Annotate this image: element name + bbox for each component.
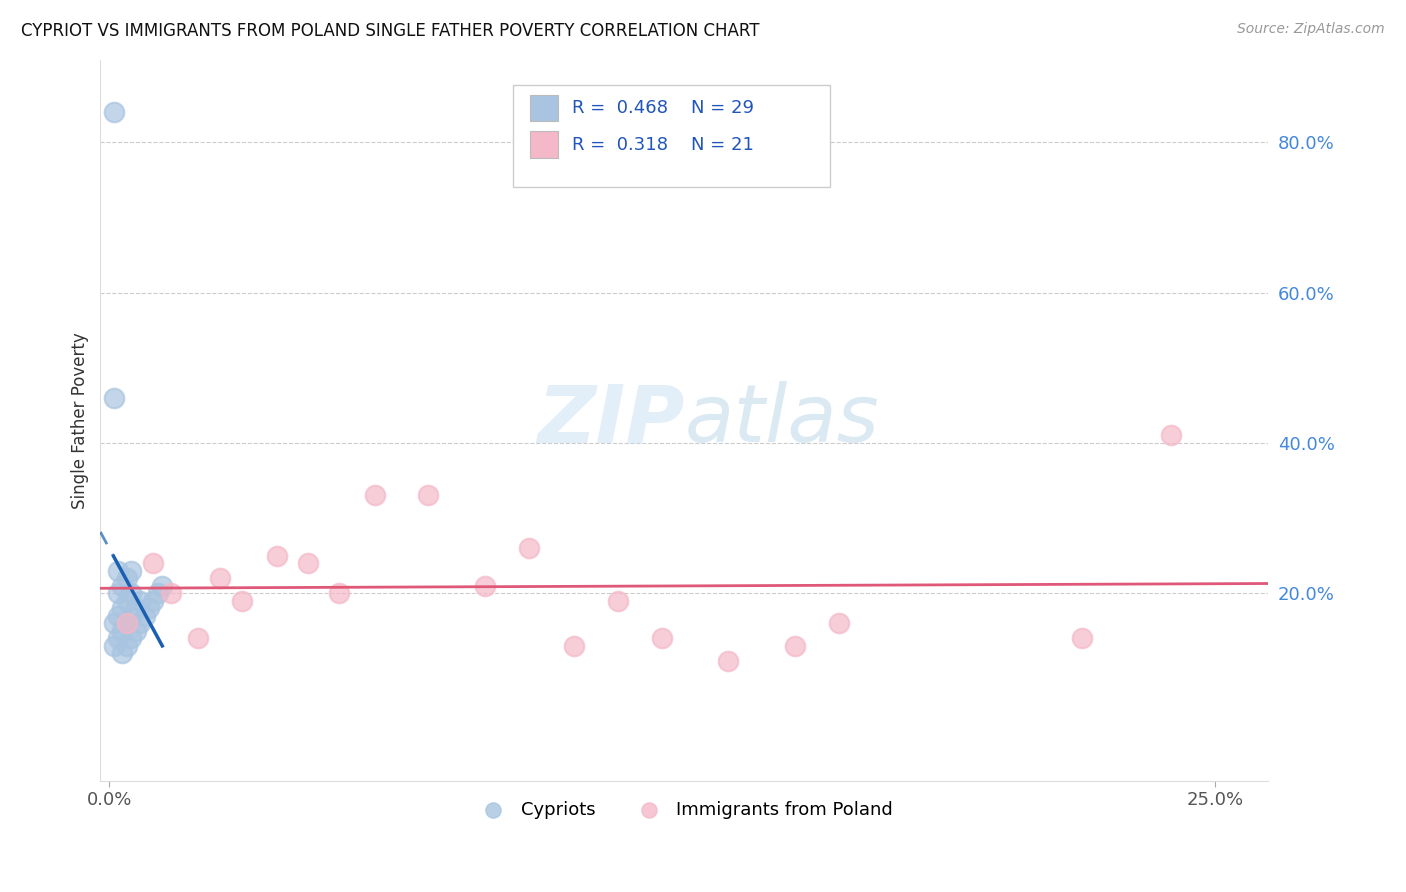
Point	[134, 608, 156, 623]
Point	[142, 556, 165, 570]
Point	[115, 593, 138, 607]
Point	[115, 639, 138, 653]
Point	[651, 631, 673, 645]
Point	[129, 616, 152, 631]
Point	[120, 608, 142, 623]
Point	[103, 391, 125, 405]
Point	[142, 593, 165, 607]
Point	[120, 631, 142, 645]
Point	[363, 488, 385, 502]
Text: CYPRIOT VS IMMIGRANTS FROM POLAND SINGLE FATHER POVERTY CORRELATION CHART: CYPRIOT VS IMMIGRANTS FROM POLAND SINGLE…	[21, 22, 759, 40]
Point	[111, 624, 134, 638]
Point	[208, 571, 231, 585]
Point	[474, 579, 496, 593]
Point	[297, 556, 319, 570]
Point	[111, 579, 134, 593]
Point	[115, 616, 138, 631]
Point	[107, 631, 129, 645]
Point	[103, 616, 125, 631]
Point	[115, 571, 138, 585]
Point	[562, 639, 585, 653]
Point	[107, 586, 129, 600]
Point	[129, 593, 152, 607]
Point	[103, 639, 125, 653]
Point	[125, 624, 148, 638]
Point	[519, 541, 541, 555]
Point	[783, 639, 806, 653]
Text: R =  0.468    N = 29: R = 0.468 N = 29	[572, 99, 754, 117]
Point	[266, 549, 288, 563]
Text: R =  0.318    N = 21: R = 0.318 N = 21	[572, 136, 754, 153]
Point	[120, 564, 142, 578]
Point	[138, 601, 160, 615]
Text: Source: ZipAtlas.com: Source: ZipAtlas.com	[1237, 22, 1385, 37]
Point	[115, 616, 138, 631]
Point	[111, 601, 134, 615]
Point	[120, 586, 142, 600]
Point	[187, 631, 209, 645]
Point	[328, 586, 350, 600]
Point	[107, 564, 129, 578]
Point	[717, 654, 740, 668]
Text: atlas: atlas	[685, 381, 879, 459]
Point	[150, 579, 173, 593]
Point	[1071, 631, 1094, 645]
Point	[828, 616, 851, 631]
Legend: Cypriots, Immigrants from Poland: Cypriots, Immigrants from Poland	[468, 794, 900, 826]
Point	[125, 601, 148, 615]
Point	[160, 586, 183, 600]
Point	[231, 593, 253, 607]
Point	[416, 488, 439, 502]
Point	[1160, 428, 1182, 442]
Text: ZIP: ZIP	[537, 381, 685, 459]
Point	[103, 105, 125, 120]
Point	[107, 608, 129, 623]
Point	[146, 586, 169, 600]
Point	[606, 593, 628, 607]
Point	[111, 646, 134, 660]
Y-axis label: Single Father Poverty: Single Father Poverty	[72, 332, 89, 508]
